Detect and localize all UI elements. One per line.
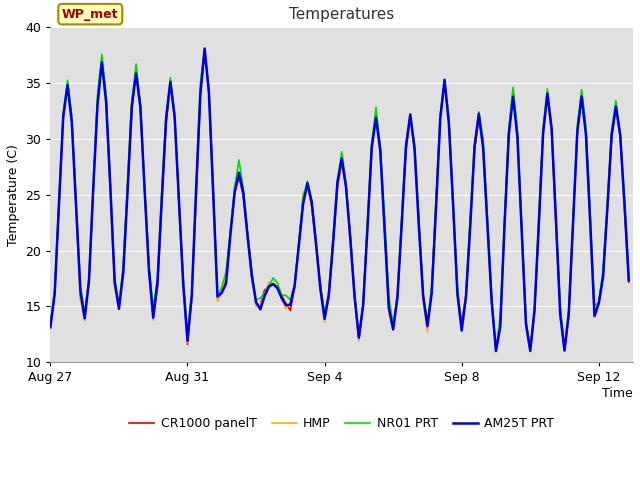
NR01 PRT [47,320,54,326]
HMP [492,348,500,354]
HMP [526,348,534,354]
AM25T PRT [492,348,500,354]
AM25T PRT [625,277,632,283]
NR01 PRT [274,280,282,286]
CR1000 panelT [625,279,632,285]
HMP [599,270,607,276]
CR1000 panelT [531,309,538,315]
CR1000 panelT [492,348,500,354]
AM25T PRT [522,321,530,326]
NR01 PRT [625,272,632,277]
Line: HMP: HMP [51,50,628,351]
AM25T PRT [531,307,538,312]
CR1000 panelT [47,321,54,327]
NR01 PRT [492,348,500,354]
NR01 PRT [599,267,607,273]
NR01 PRT [526,348,534,354]
HMP [522,325,530,331]
AM25T PRT [599,274,607,280]
AM25T PRT [201,46,209,51]
HMP [531,311,538,317]
Text: WP_met: WP_met [62,8,118,21]
X-axis label: Time: Time [602,387,633,400]
Line: AM25T PRT: AM25T PRT [51,48,628,351]
AM25T PRT [526,348,534,354]
NR01 PRT [201,46,209,51]
HMP [625,274,632,279]
Title: Temperatures: Temperatures [289,7,394,22]
NR01 PRT [522,318,530,324]
NR01 PRT [531,310,538,316]
AM25T PRT [115,306,123,312]
CR1000 panelT [526,345,534,351]
AM25T PRT [47,324,54,330]
NR01 PRT [115,303,123,309]
CR1000 panelT [522,319,530,325]
HMP [274,285,282,290]
CR1000 panelT [115,302,123,308]
Line: NR01 PRT: NR01 PRT [51,48,628,351]
Legend: CR1000 panelT, HMP, NR01 PRT, AM25T PRT: CR1000 panelT, HMP, NR01 PRT, AM25T PRT [124,412,559,435]
Y-axis label: Temperature (C): Temperature (C) [7,144,20,246]
HMP [47,325,54,331]
Line: CR1000 panelT: CR1000 panelT [51,53,628,351]
CR1000 panelT [274,284,282,289]
CR1000 panelT [201,50,209,56]
HMP [201,47,209,53]
AM25T PRT [274,285,282,291]
CR1000 panelT [599,273,607,279]
HMP [115,304,123,310]
